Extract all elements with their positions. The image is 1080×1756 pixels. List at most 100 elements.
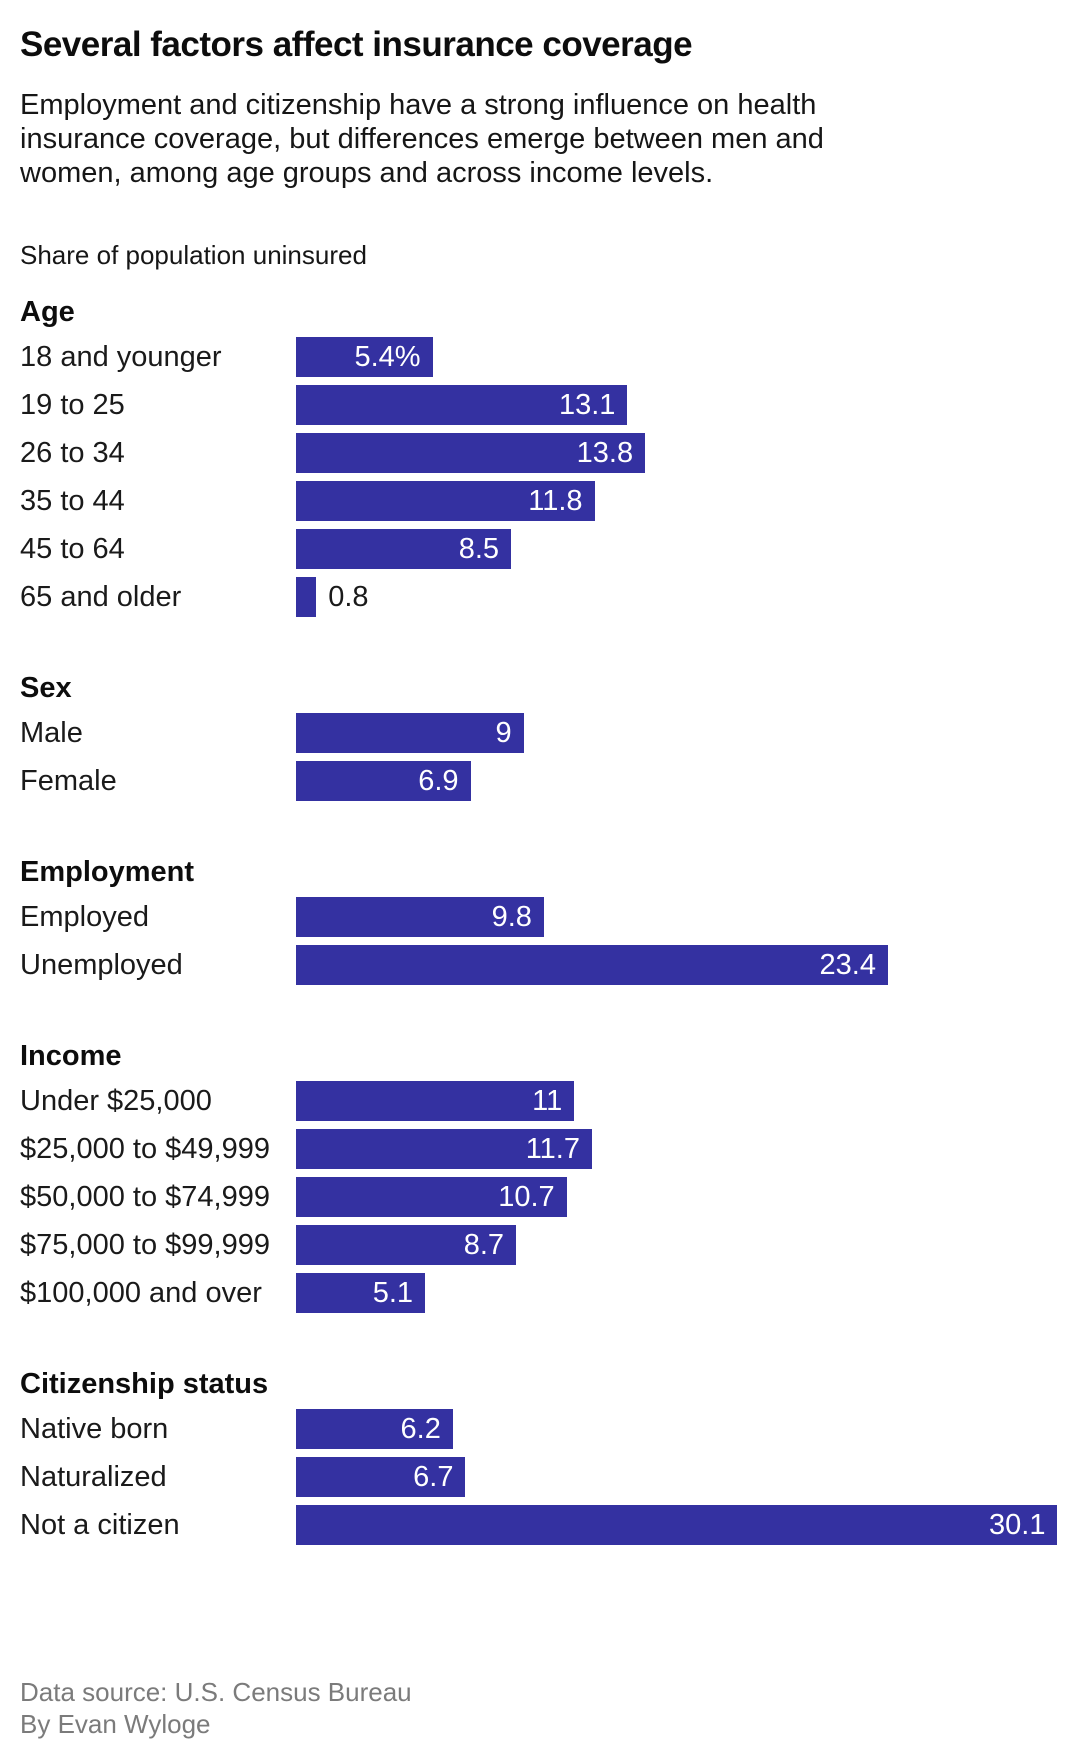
bar-value-label: 11 [532,1085,563,1117]
bar-area: 13.1 [296,385,1060,425]
bar-area: 0.8 [296,577,1060,617]
table-row: Female 6.9 [20,761,1060,809]
category-label: Unemployed [20,949,183,981]
section-rows: 18 and younger 5.4% 19 to 25 13.1 26 to 34 13… [20,337,1060,625]
chart-section: Employment Employed 9.8 Unemployed 23.4 [20,856,1060,993]
bar: 6.7 [296,1457,466,1497]
bar: 5.4% [296,337,433,377]
bar: 10.7 [296,1177,567,1217]
bar-area: 9.8 [296,897,1060,937]
page-title: Several factors affect insurance coverag… [20,25,693,64]
table-row: 26 to 34 13.8 [20,433,1060,481]
bar: 6.9 [296,761,471,801]
section-header: Income [20,1040,122,1072]
section-rows: Employed 9.8 Unemployed 23.4 [20,897,1060,993]
bar: 9.8 [296,897,544,937]
bar-area: 8.7 [296,1225,1060,1265]
section-rows: Male 9 Female 6.9 [20,713,1060,809]
bar-chart: Age 18 and younger 5.4% 19 to 25 13.1 26 to 3… [20,296,1060,1553]
table-row: Employed 9.8 [20,897,1060,945]
category-label: $100,000 and over [20,1277,262,1309]
bar-value-label: 13.8 [576,437,634,469]
bar-area: 6.9 [296,761,1060,801]
bar: 13.1 [296,385,628,425]
bar-value-label: 13.1 [558,389,616,421]
bar-area: 6.7 [296,1457,1060,1497]
chart-section: Income Under $25,000 11 $25,000 to $49,999 1… [20,1040,1060,1321]
chart-section: Citizenship status Native born 6.2 Naturali… [20,1368,1060,1553]
bar-value-label: 5.4% [354,341,421,373]
bar-value-label: 11.8 [528,485,583,517]
table-row: 65 and older 0.8 [20,577,1060,625]
section-rows: Under $25,000 11 $25,000 to $49,999 11.7 $50… [20,1081,1060,1321]
section-header: Employment [20,856,195,888]
bar-value-label: 8.5 [458,533,500,565]
table-row: 35 to 44 11.8 [20,481,1060,529]
chart-section: Sex Male 9 Female 6.9 [20,672,1060,809]
category-label: $50,000 to $74,999 [20,1181,270,1213]
bar: 8.5 [296,529,512,569]
table-row: Male 9 [20,713,1060,761]
chart-section: Age 18 and younger 5.4% 19 to 25 13.1 26 to 3… [20,296,1060,625]
bar-value-label: 6.2 [400,1413,441,1445]
bar-area: 9 [296,713,1060,753]
bar-area: 11.8 [296,481,1060,521]
bar-value-label: 9.8 [491,901,532,933]
category-label: Native born [20,1413,169,1445]
bar: 11 [296,1081,575,1121]
table-row: $100,000 and over 5.1 [20,1273,1060,1321]
table-row: 18 and younger 5.4% [20,337,1060,385]
bar-value-label: 5.1 [372,1277,414,1309]
bar: 13.8 [296,433,646,473]
bar-area: 11 [296,1081,1060,1121]
category-label: Female [20,765,117,797]
table-row: Naturalized 6.7 [20,1457,1060,1505]
bar-area: 30.1 [296,1505,1060,1545]
category-label: Not a citizen [20,1509,180,1541]
bar-area: 5.1 [296,1273,1060,1313]
category-label: 26 to 34 [20,437,125,469]
table-row: Under $25,000 11 [20,1081,1060,1129]
bar-area: 13.8 [296,433,1060,473]
bar [296,577,317,617]
bar-value-label: 30.1 [989,1509,1046,1541]
bar: 5.1 [296,1273,426,1313]
section-header: Citizenship status [20,1368,269,1400]
bar: 11.8 [296,481,595,521]
bar-value-label: 6.9 [418,765,459,797]
table-row: 19 to 25 13.1 [20,385,1060,433]
bar-value-label: 8.7 [463,1229,505,1261]
bar: 9 [296,713,524,753]
section-rows: Native born 6.2 Naturalized 6.7 Not a citize… [20,1409,1060,1553]
bar: 8.7 [296,1225,517,1265]
bar-area: 8.5 [296,529,1060,569]
category-label: 45 to 64 [20,533,125,565]
bar-value-label: 10.7 [498,1181,555,1213]
category-label: Naturalized [20,1461,167,1493]
table-row: $75,000 to $99,999 8.7 [20,1225,1060,1273]
section-header: Age [20,296,75,328]
bar-area: 23.4 [296,945,1060,985]
bar-area: 6.2 [296,1409,1060,1449]
category-label: 19 to 25 [20,389,125,421]
category-label: Under $25,000 [20,1085,212,1117]
table-row: $50,000 to $74,999 10.7 [20,1177,1060,1225]
axis-description-label: Share of population uninsured [20,240,367,270]
category-label: 35 to 44 [20,485,125,517]
table-row: 45 to 64 8.5 [20,529,1060,577]
chart-subtitle: Employment and citizenship have a strong… [20,89,824,189]
bar: 11.7 [296,1129,592,1169]
bar-value-label: 0.8 [328,581,369,613]
bar: 23.4 [296,945,888,985]
table-row: Native born 6.2 [20,1409,1060,1457]
chart-footer: Data source: U.S. Census Bureau By Evan … [20,1676,412,1740]
category-label: $25,000 to $49,999 [20,1133,270,1165]
table-row: Not a citizen 30.1 [20,1505,1060,1553]
table-row: $25,000 to $49,999 11.7 [20,1129,1060,1177]
bar-value-label: 9 [495,717,512,749]
category-label: $75,000 to $99,999 [20,1229,270,1261]
bar: 6.2 [296,1409,453,1449]
category-label: 18 and younger [20,341,222,373]
data-source-note: Data source: U.S. Census Bureau [20,1677,412,1707]
bar-area: 10.7 [296,1177,1060,1217]
